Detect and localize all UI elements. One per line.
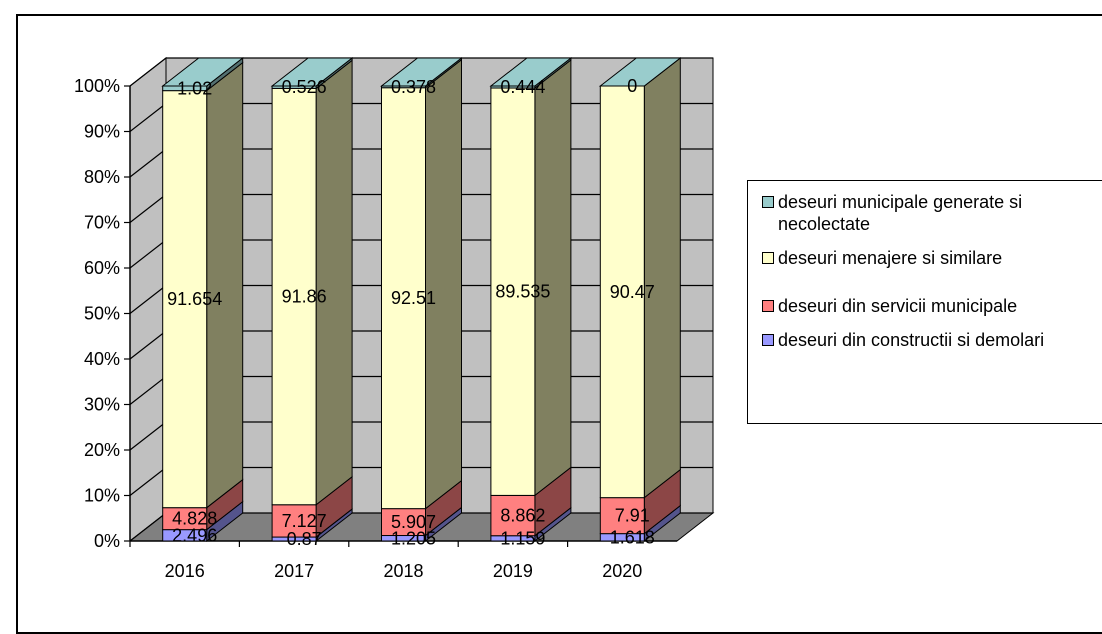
bar-segment-side <box>206 61 244 509</box>
data-label: 0.444 <box>500 77 545 97</box>
bar-top <box>489 57 573 87</box>
bar-top <box>380 57 463 87</box>
data-label: 0 <box>627 76 637 96</box>
legend-label: deseuri menajere si similare <box>778 248 1003 268</box>
legend: deseuri municipale generate si necolecta… <box>747 180 1102 424</box>
data-label: 91.86 <box>282 287 327 307</box>
legend-label: deseuri din constructii si demolari <box>778 330 1045 350</box>
data-label: 1.618 <box>610 527 655 547</box>
data-label: 7.91 <box>615 506 650 526</box>
y-tick-label: 40% <box>84 349 120 369</box>
legend-item: deseuri din servicii municipale <box>762 295 1102 317</box>
data-label: 4.828 <box>172 509 217 529</box>
y-tick-label: 70% <box>84 213 120 233</box>
y-tick-label: 60% <box>84 258 120 278</box>
bars <box>161 56 682 543</box>
y-tick-label: 50% <box>84 304 120 324</box>
legend-swatch <box>762 334 774 346</box>
legend-label: deseuri din servicii municipale <box>778 296 1018 316</box>
data-label: 91.654 <box>167 289 222 309</box>
data-label: 8.862 <box>500 506 545 526</box>
bar-segment-side <box>315 59 353 506</box>
x-tick-label: 2018 <box>383 561 423 581</box>
data-label: 0.87 <box>287 529 322 549</box>
bar-segment-side <box>534 58 572 497</box>
legend-item: deseuri municipale generate si necolecta… <box>762 191 1102 235</box>
bar-segment <box>490 494 536 537</box>
bar-top <box>270 57 354 87</box>
x-tick-label: 2020 <box>602 561 642 581</box>
data-label: 5.907 <box>391 512 436 532</box>
legend-swatch <box>762 252 774 264</box>
y-tick-label: 80% <box>84 167 120 187</box>
y-tick-label: 90% <box>84 122 120 142</box>
legend-item: deseuri menajere si similare <box>762 247 1102 269</box>
data-label: 90.47 <box>610 282 655 302</box>
bar-top <box>161 57 245 87</box>
y-tick-label: 10% <box>84 486 120 506</box>
data-label: 1.02 <box>177 78 212 98</box>
bar-segment <box>490 87 536 496</box>
bar-segment <box>381 87 426 510</box>
bar-segment-side <box>643 56 681 499</box>
y-tick-label: 0% <box>94 531 120 551</box>
x-tick-label: 2017 <box>274 561 314 581</box>
data-label: 2.496 <box>172 525 217 545</box>
legend-swatch <box>762 300 774 312</box>
data-label: 7.127 <box>282 511 327 531</box>
legend-item: deseuri din constructii si demolari <box>762 329 1102 351</box>
data-label: 0.378 <box>391 77 436 97</box>
bar-segment <box>599 85 645 499</box>
axes: 0% 10% 20% 30% 40% 50% 60% 70% 80% 90% 100% 2016 201… <box>74 76 677 581</box>
data-label: 0.526 <box>282 77 327 97</box>
bar-segment <box>271 87 317 506</box>
y-tick-label: 100% <box>74 76 120 96</box>
x-tick-label: 2019 <box>493 561 533 581</box>
legend-label: deseuri municipale generate si necolecta… <box>778 192 1023 234</box>
data-label: 89.535 <box>495 282 550 302</box>
legend-swatch <box>762 196 774 208</box>
bar-segment <box>599 497 645 535</box>
data-label: 1.205 <box>391 528 436 548</box>
x-tick-label: 2016 <box>165 561 205 581</box>
bar-segment <box>271 504 317 538</box>
y-tick-label: 20% <box>84 440 120 460</box>
data-label: 1.159 <box>500 528 545 548</box>
data-label: 92.51 <box>391 288 436 308</box>
y-tick-label: 30% <box>84 395 120 415</box>
bar-top <box>598 57 682 87</box>
bar-segment-side <box>425 58 462 510</box>
bar-segment <box>162 90 208 509</box>
